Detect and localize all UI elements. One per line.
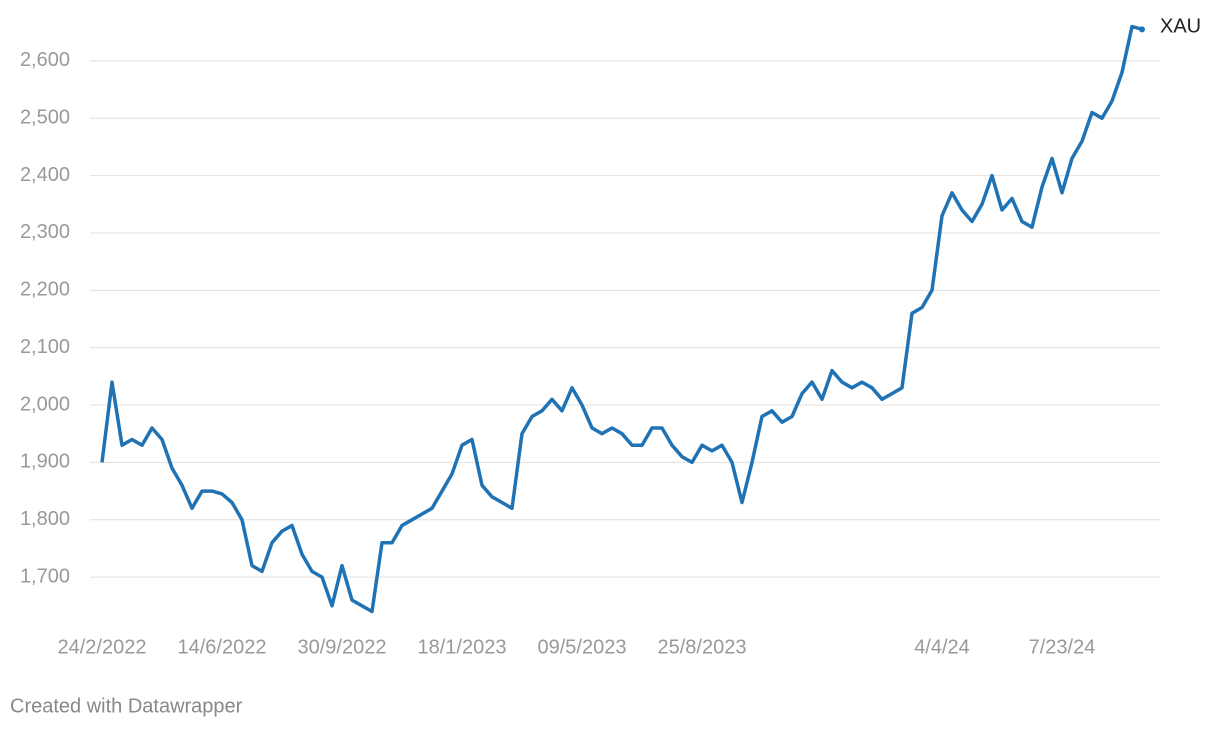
y-tick-label: 2,400 (20, 164, 70, 186)
series-label: XAU (1160, 16, 1201, 38)
x-tick-label: 4/4/24 (914, 636, 970, 658)
x-tick-label: 7/23/24 (1029, 636, 1096, 658)
x-tick-label: 25/8/2023 (658, 636, 747, 658)
y-tick-label: 1,900 (20, 451, 70, 473)
line (100, 24, 1143, 614)
y-tick-label: 2,500 (20, 107, 70, 129)
x-tick-label: 30/9/2022 (298, 636, 387, 658)
y-tick-label: 2,200 (20, 279, 70, 301)
y-tick-label: 2,600 (20, 49, 70, 71)
x-tick-label: 14/6/2022 (178, 636, 267, 658)
x-tick-label: 24/2/2022 (58, 636, 147, 658)
y-tick-label: 1,800 (20, 508, 70, 530)
x-tick-label: 18/1/2023 (418, 636, 507, 658)
y-tick-label: 2,100 (20, 336, 70, 358)
y-tick-label: 2,000 (20, 393, 70, 415)
y-tick-label: 2,300 (20, 221, 70, 243)
end-dot (1139, 26, 1145, 33)
footer: Created with Datawrapper (10, 695, 243, 717)
y-tick-label: 1,700 (20, 565, 70, 587)
x-tick-label: 09/5/2023 (538, 636, 627, 658)
